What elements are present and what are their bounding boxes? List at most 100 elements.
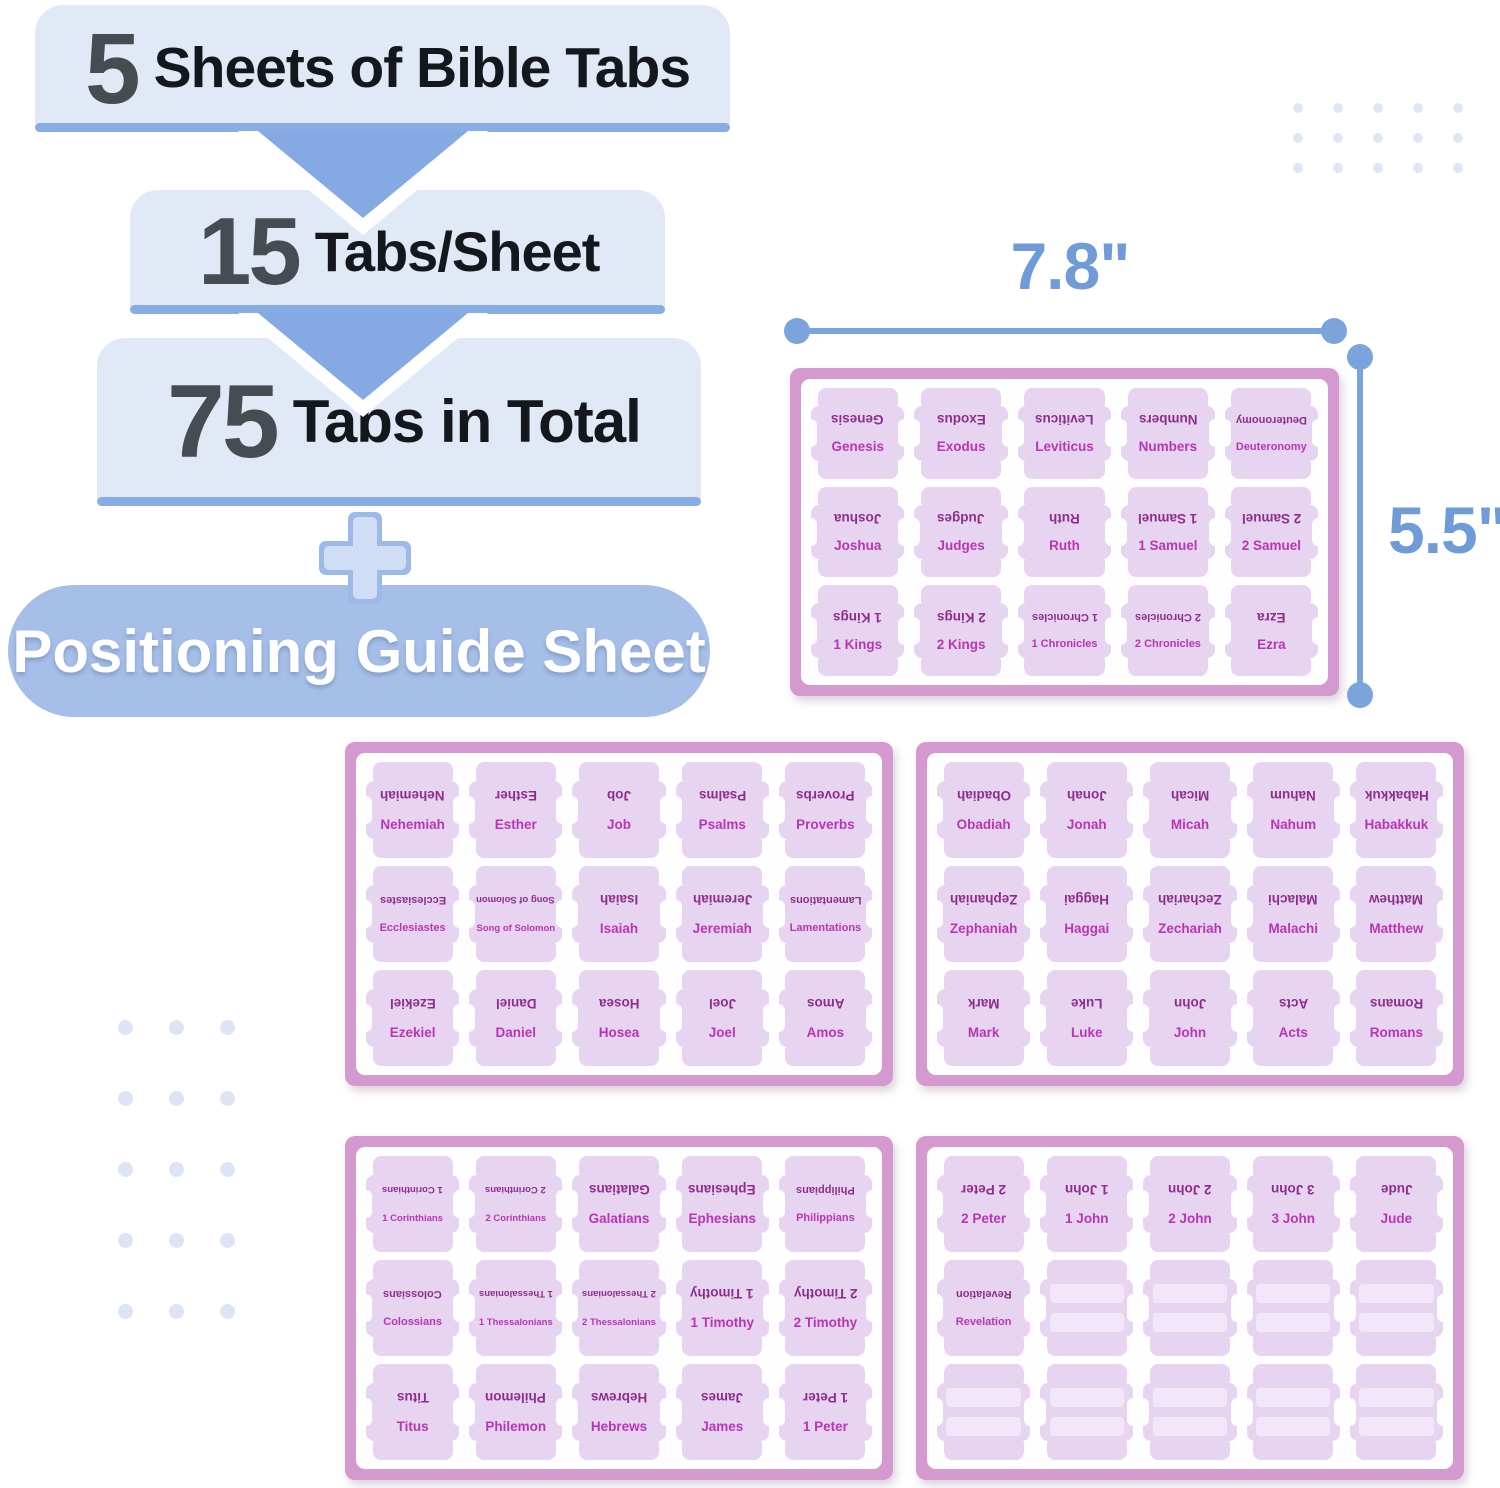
tab-half-top: John: [1143, 989, 1236, 1018]
tab-half-bottom: Joshua: [811, 532, 904, 559]
bible-tab: Philippians Philippians: [771, 1156, 880, 1252]
tab-adhesive-strip: [682, 942, 763, 962]
tab-label: Malachi: [1268, 920, 1318, 936]
tab-label: 2 Thessalonians: [582, 1316, 656, 1328]
bible-tab: 2 Thessalonians 2 Thessalonians: [565, 1260, 673, 1356]
tab-half-bottom: Titus: [366, 1412, 459, 1441]
tab-adhesive-strip: [1149, 1260, 1231, 1280]
tab-half-bottom: Ecclesiastes: [366, 914, 459, 943]
dot: [169, 1020, 184, 1035]
banner-underline: [130, 305, 665, 314]
dot: [169, 1162, 184, 1177]
tab-label-mirrored: Nehemiah: [380, 788, 445, 804]
tab-adhesive-strip: [920, 486, 1002, 505]
fold-notch: [565, 1397, 579, 1426]
tab-label-mirrored: Ezekiel: [389, 996, 436, 1012]
fold-notch: [1342, 1189, 1356, 1218]
tab-half-bottom: Haggai: [1040, 914, 1133, 943]
tab-body: Nehemiah Nehemiah: [359, 781, 467, 839]
fold-notch: [907, 419, 921, 448]
tab-body: Mark Mark: [930, 989, 1038, 1047]
tab-half-bottom: Hebrews: [572, 1412, 665, 1441]
tab-adhesive-strip: [1046, 1232, 1127, 1252]
tab-adhesive-strip: [1356, 942, 1437, 962]
bible-tab: Deuteronomy Deuteronomy: [1217, 388, 1326, 479]
blank-write-area: [946, 1387, 1021, 1408]
tab-label-mirrored: Song of Solomon: [476, 894, 556, 906]
tab-body: Genesis Genesis: [804, 406, 912, 461]
tab-label: 2 Timothy: [793, 1314, 858, 1330]
step-banner-sheets: 5 Sheets of Bible Tabs: [35, 5, 730, 132]
bible-tab: 2 John 2 John: [1136, 1156, 1244, 1252]
tab-half-bottom: Genesis: [811, 433, 904, 460]
tab-label-mirrored: Malachi: [1268, 892, 1318, 908]
tab-label: Proverbs: [796, 816, 855, 832]
tab-label-mirrored: Ezra: [1257, 609, 1286, 625]
fold-notch: [1437, 1189, 1451, 1218]
tab-adhesive-strip: [1356, 1364, 1437, 1384]
fold-notch: [1217, 419, 1231, 448]
tab-adhesive-strip: [943, 866, 1024, 886]
banner-underline: [97, 497, 701, 506]
fold-notch: [359, 1189, 372, 1218]
tab-half-top: [937, 1383, 1030, 1412]
fold-notch: [804, 616, 817, 645]
tab-half-bottom: [1040, 1308, 1133, 1337]
tab-half-top: 1 Samuel: [1121, 505, 1214, 532]
tab-half-top: [1350, 1383, 1443, 1412]
tab-label: Judges: [937, 538, 985, 554]
fold-notch: [907, 616, 921, 645]
tab-half-bottom: Ephesians: [676, 1204, 769, 1233]
tab-half-bottom: 3 John: [1247, 1204, 1340, 1233]
bible-tab: Genesis Genesis: [804, 388, 912, 479]
fold-notch: [1114, 517, 1128, 546]
tab-body: 2 Peter 2 Peter: [930, 1175, 1038, 1233]
tab-body: [1239, 1383, 1347, 1441]
bible-tab: Esther Esther: [462, 762, 570, 858]
tab-half-bottom: Proverbs: [779, 810, 872, 839]
bible-tab: Ecclesiastes Ecclesiastes: [359, 866, 467, 962]
fold-notch: [1342, 795, 1356, 824]
tab-half-top: Ezra: [1225, 603, 1318, 630]
tab-adhesive-strip: [1149, 1046, 1231, 1066]
tab-adhesive-strip: [578, 1440, 660, 1460]
tab-adhesive-strip: [1231, 486, 1312, 505]
dot: [169, 1091, 184, 1106]
tab-half-top: 2 Thessalonians: [572, 1279, 665, 1308]
tab-label: Colossians: [383, 1316, 442, 1329]
tab-body: [1136, 1279, 1244, 1337]
tab-adhesive-strip: [1356, 970, 1437, 990]
fold-notch: [565, 1003, 579, 1032]
tab-adhesive-strip: [817, 460, 898, 479]
bible-tab: James James: [668, 1364, 776, 1460]
dot: [118, 1162, 133, 1177]
bible-tab: Jonah Jonah: [1033, 762, 1141, 858]
tab-row: Genesis Genesis Exodus Exodus Leviticus Levit…: [804, 388, 1326, 479]
tab-half-top: Revelation: [937, 1279, 1030, 1308]
bible-tab: Romans Romans: [1342, 970, 1451, 1066]
tab-body: Obadiah Obadiah: [930, 781, 1038, 839]
tab-half-bottom: [1247, 1412, 1340, 1441]
tab-adhesive-strip: [682, 838, 763, 858]
tab-adhesive-strip: [943, 1440, 1024, 1460]
fold-notch: [359, 795, 372, 824]
tab-adhesive-strip: [920, 460, 1002, 479]
bible-tab: Mark Mark: [930, 970, 1038, 1066]
fold-notch: [771, 899, 785, 928]
tab-body: Haggai Haggai: [1033, 885, 1141, 943]
dot: [1333, 163, 1343, 173]
tab-label-mirrored: 3 John: [1271, 1182, 1315, 1198]
tab-adhesive-strip: [1253, 942, 1334, 962]
blank-write-area: [1255, 1312, 1331, 1333]
tab-adhesive-strip: [1149, 1336, 1231, 1356]
dot: [1293, 163, 1303, 173]
tab-adhesive-strip: [1127, 388, 1209, 407]
tab-adhesive-strip: [475, 1156, 556, 1176]
tab-half-bottom: 1 John: [1040, 1204, 1133, 1233]
tab-body: Jeremiah Jeremiah: [668, 885, 776, 943]
tab-body: Esther Esther: [462, 781, 570, 839]
tab-adhesive-strip: [785, 1440, 866, 1460]
tab-label-mirrored: Jonah: [1066, 788, 1107, 804]
fold-notch: [930, 1189, 943, 1218]
tab-label: Isaiah: [599, 920, 639, 936]
